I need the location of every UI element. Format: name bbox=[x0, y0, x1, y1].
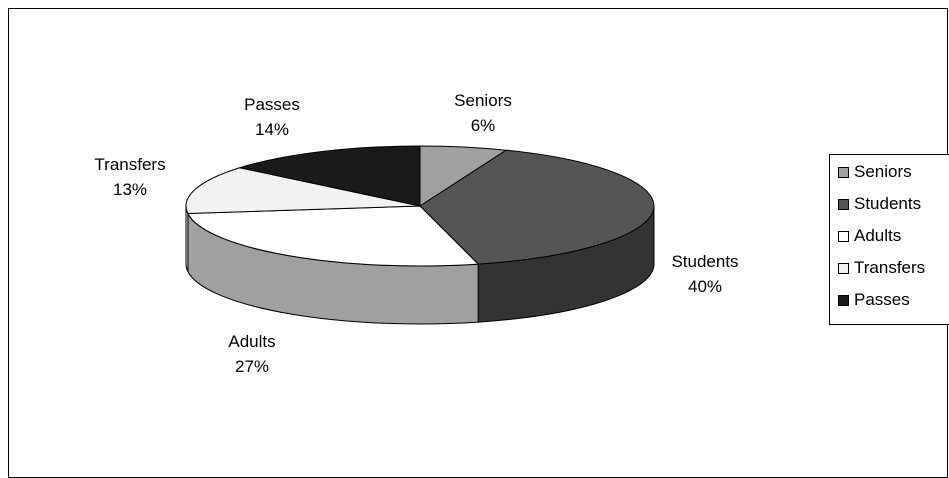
legend-label: Transfers bbox=[854, 258, 926, 277]
data-label-seniors-percent: 6% bbox=[471, 116, 496, 135]
pie-slice-adults bbox=[187, 205, 480, 267]
legend: Seniors Students Adults Transfers Passes bbox=[829, 154, 949, 325]
legend-item-students: Students bbox=[838, 194, 921, 214]
legend-label: Adults bbox=[854, 226, 902, 245]
legend-swatch bbox=[838, 166, 849, 178]
data-label-adults-name: Adults bbox=[228, 332, 275, 351]
data-label-students-name: Students bbox=[671, 252, 738, 271]
legend-swatch bbox=[838, 262, 849, 274]
pie-chart: Seniors 6% Students 40% Adults 27% Transfers 13… bbox=[94, 91, 738, 376]
legend-item-transfers: Transfers bbox=[838, 258, 925, 278]
legend-item-adults: Adults bbox=[838, 226, 901, 246]
pie-side-transfers bbox=[185, 205, 189, 272]
data-label-transfers-name: Transfers bbox=[94, 155, 165, 174]
legend-swatch bbox=[838, 198, 849, 210]
data-label-seniors-name: Seniors bbox=[454, 91, 512, 110]
legend-label: Passes bbox=[854, 290, 910, 309]
data-label-transfers-percent: 13% bbox=[113, 180, 147, 199]
pie-slice-students bbox=[419, 149, 655, 265]
data-label-passes-percent: 14% bbox=[255, 120, 289, 139]
data-label-adults-percent: 27% bbox=[235, 357, 269, 376]
data-label-passes-name: Passes bbox=[244, 95, 300, 114]
legend-swatch bbox=[838, 294, 849, 306]
pie-slice-passes bbox=[237, 145, 421, 207]
legend-label: Students bbox=[854, 194, 922, 213]
legend-swatch bbox=[838, 230, 849, 242]
legend-label: Seniors bbox=[854, 162, 912, 181]
data-label-students-percent: 40% bbox=[688, 277, 722, 296]
pie-slice-transfers bbox=[185, 167, 421, 215]
legend-item-passes: Passes bbox=[838, 290, 910, 310]
legend-item-seniors: Seniors bbox=[838, 162, 912, 182]
